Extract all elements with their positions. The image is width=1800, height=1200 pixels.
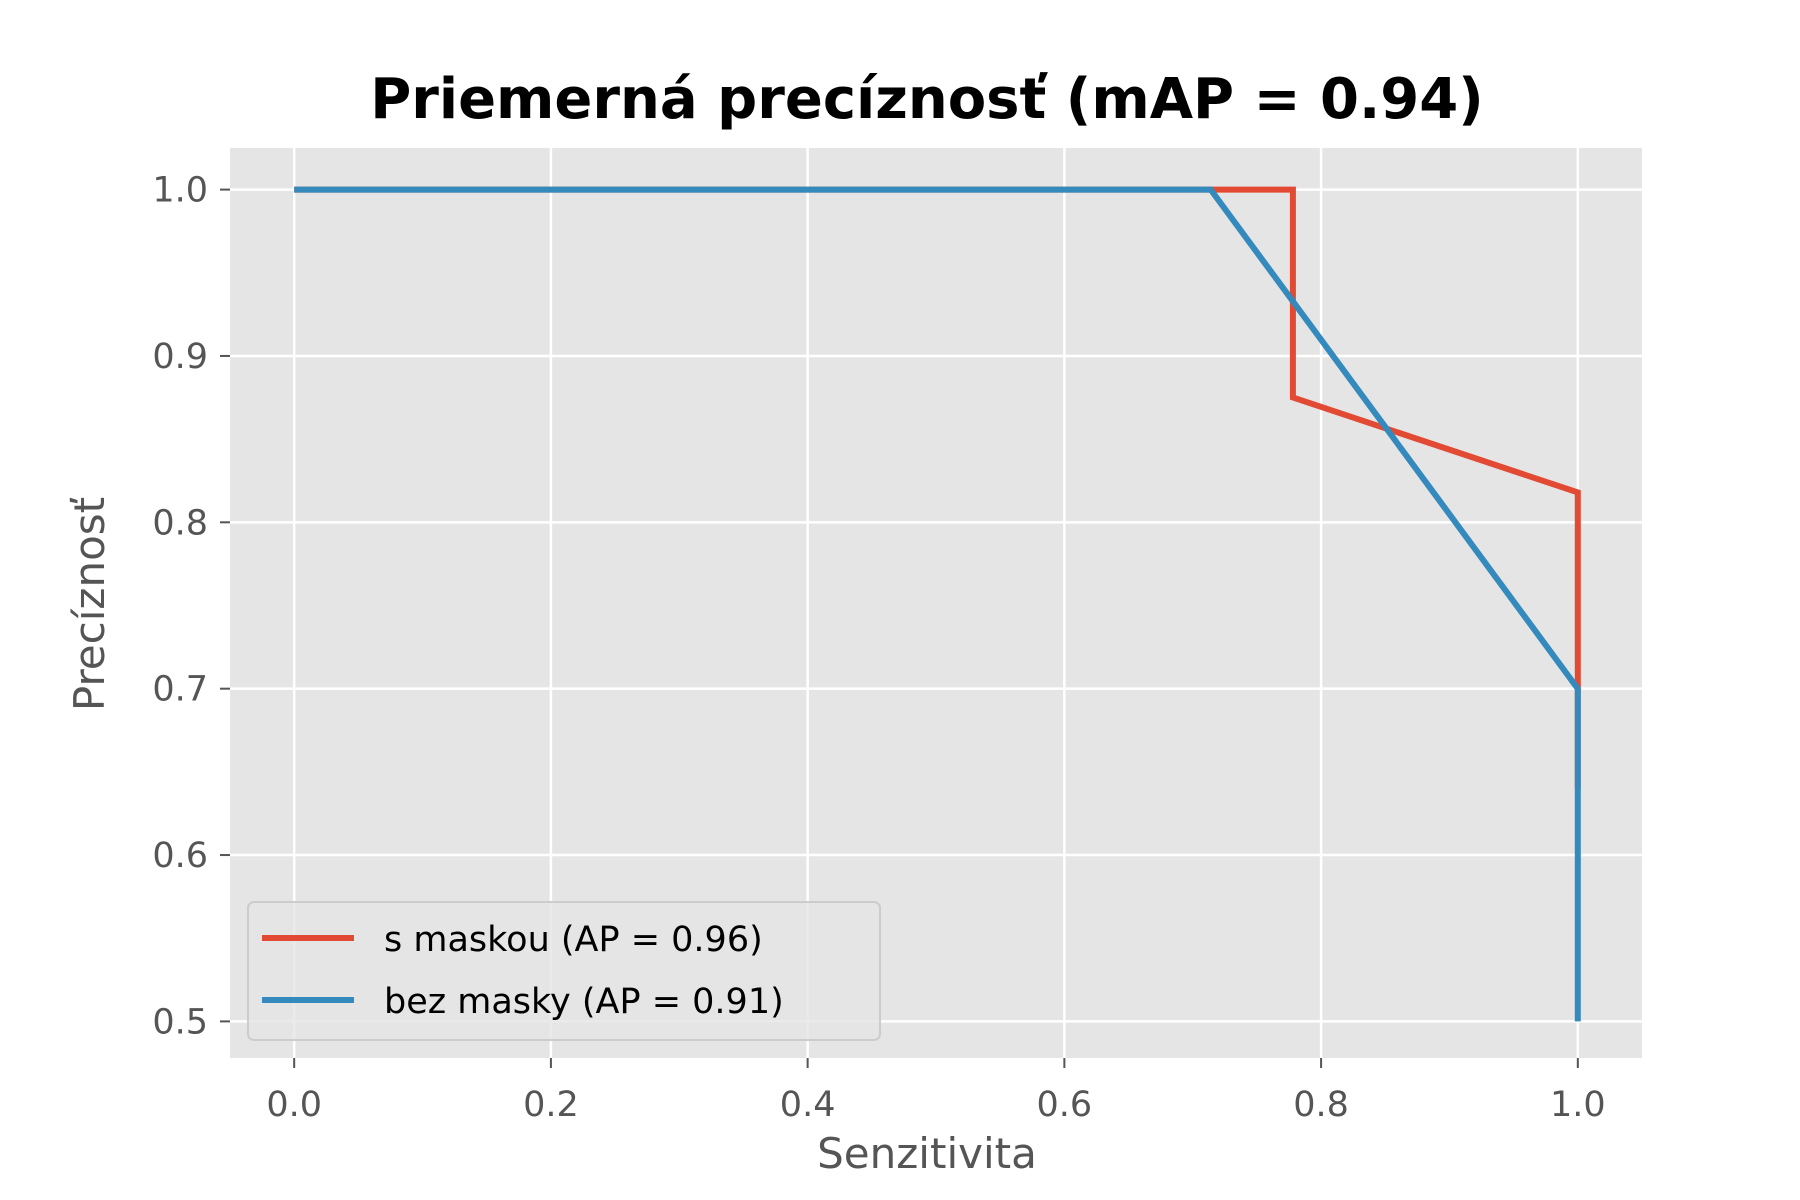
y-tick-label: 0.6 bbox=[152, 836, 208, 876]
legend-box bbox=[247, 901, 881, 1041]
x-tick-label: 0.6 bbox=[1037, 1085, 1093, 1125]
y-axis-label: Precíznosť bbox=[65, 497, 114, 711]
x-tick-label: 0.0 bbox=[266, 1085, 322, 1125]
legend-label-1: s maskou (AP = 0.96) bbox=[384, 920, 763, 960]
y-tick-label: 0.7 bbox=[152, 670, 208, 710]
legend-label-2: bez masky (AP = 0.91) bbox=[384, 982, 784, 1022]
y-tick-label: 0.8 bbox=[152, 503, 208, 543]
series-lines bbox=[294, 186, 1581, 1022]
y-tick-label: 0.9 bbox=[152, 337, 208, 377]
x-tick-label: 0.4 bbox=[780, 1085, 836, 1125]
axis-ticks: 0.0 0.2 0.4 0.6 0.8 1.0 0.5 0.6 0.7 0.8 0.9 1.0 bbox=[152, 171, 1605, 1125]
y-tick-label: 1.0 bbox=[152, 171, 208, 211]
x-tick-label: 1.0 bbox=[1550, 1085, 1606, 1125]
x-axis-label: Senzitivita bbox=[817, 1129, 1037, 1178]
y-tick-label: 0.5 bbox=[152, 1002, 208, 1042]
x-tick-label: 0.2 bbox=[523, 1085, 579, 1125]
series-line-2 bbox=[294, 186, 1581, 1022]
legend: s maskou (AP = 0.96) bez masky (AP = 0.91… bbox=[247, 901, 881, 1041]
chart-title: Priemerná precíznosť (mAP = 0.94) bbox=[370, 67, 1484, 132]
x-tick-label: 0.8 bbox=[1293, 1085, 1349, 1125]
grid-lines bbox=[230, 148, 1642, 1058]
